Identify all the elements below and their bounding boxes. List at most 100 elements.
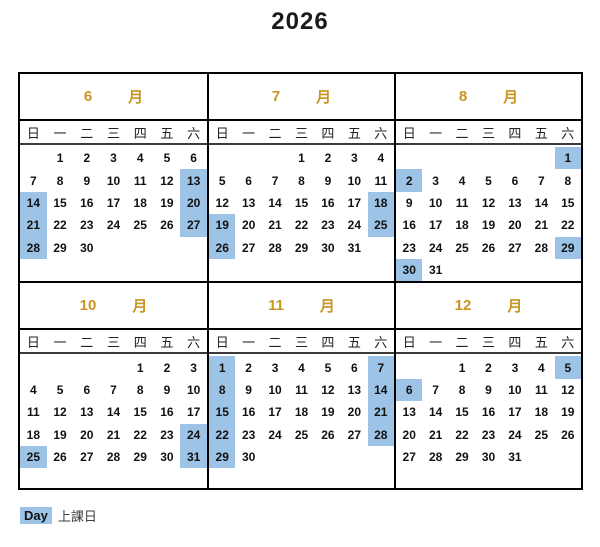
day-cell: 5: [163, 151, 171, 166]
day-cell: 23: [80, 218, 94, 233]
day-cell: 24: [508, 427, 522, 442]
day-cell: 2: [485, 360, 492, 375]
week-row: 25 26 27 28 29 30 31: [20, 445, 207, 469]
week-row: 8 9 10 11 12 13 14: [209, 378, 394, 402]
week-row: 1 2 3 4 5 6: [20, 147, 207, 169]
month-number: 7: [271, 88, 281, 105]
day-cell: 30: [481, 450, 496, 465]
day-cell: 31: [180, 445, 207, 469]
empty-day-cell: [288, 446, 314, 468]
day-cell: 14: [106, 405, 121, 420]
week-row: 18 19 20 21 22 23 24: [20, 423, 207, 446]
day-cell: 6: [83, 382, 91, 397]
week-row: 14 15 16 17 18 19 20: [20, 191, 207, 215]
weekday-label: 二: [455, 334, 469, 350]
week-row: 28 29 30: [20, 236, 207, 259]
day-cell: 30: [80, 240, 94, 255]
day-cell: 22: [561, 218, 575, 233]
month-panel-11: 11 月日一二三四五六 1 2 3 4 5 6 7 8 9 10 11 12 13 14 15 16 17 18 19 2…: [207, 281, 394, 488]
day-cell: 6: [190, 151, 197, 166]
day-cell: 19: [160, 195, 174, 210]
weekday-label: 二: [455, 125, 469, 141]
week-row: 6 7 8 9 10 11 12: [396, 378, 581, 402]
empty-day-cell: [502, 147, 528, 169]
day-cell: 12: [53, 405, 67, 420]
day-cell: 28: [20, 236, 47, 259]
day-cell: 27: [508, 240, 522, 255]
day-cell: 22: [455, 427, 469, 442]
day-cell: 28: [534, 240, 549, 255]
day-cell: 17: [268, 405, 282, 420]
weekday-label: 四: [321, 334, 335, 350]
month-suffix: 月: [319, 298, 335, 316]
legend-label: 上課日: [57, 509, 97, 524]
day-cell: 12: [321, 382, 335, 397]
empty-day-cell: [262, 446, 288, 468]
day-cell: 7: [271, 173, 279, 188]
day-cell: 11: [455, 195, 469, 210]
day-cell: 21: [268, 218, 282, 233]
weekday-label: 二: [80, 125, 94, 141]
empty-day-cell: [341, 446, 367, 468]
day-cell: 26: [561, 427, 575, 442]
weekday-label: 四: [133, 334, 147, 350]
month-panel-10: 10 月日一二三四五六 1 2 3 4 5 6 7 8 9 10 11 12 13 14 15 16 17 18 19 2…: [20, 281, 207, 488]
empty-day-cell: [396, 147, 422, 169]
weekday-header-row: 日一二三四五六: [396, 330, 581, 355]
day-cell: 30: [160, 450, 174, 465]
day-cell: 15: [561, 195, 575, 210]
empty-day-cell: [422, 147, 448, 169]
day-cell: 19: [561, 405, 575, 420]
day-cell: 20: [241, 218, 256, 233]
day-cell: 11: [535, 382, 548, 397]
day-cell: 10: [268, 382, 282, 397]
day-cell: 11: [295, 382, 308, 397]
weekday-label: 五: [160, 125, 174, 141]
day-cell: 20: [402, 427, 416, 442]
day-cell: 11: [374, 173, 388, 188]
day-cell: 15: [53, 195, 67, 210]
day-cell: 16: [481, 405, 496, 420]
month-header: 12 月: [396, 283, 581, 331]
day-cell: 21: [106, 427, 121, 442]
day-cell: 30: [321, 240, 335, 255]
empty-day-cell: [528, 446, 554, 468]
weekday-label: 六: [374, 125, 388, 141]
day-cell: 15: [133, 405, 147, 420]
empty-day-cell: [528, 147, 554, 169]
day-cell: 23: [402, 240, 416, 255]
day-cell: 8: [136, 382, 144, 397]
month-panel-8: 8 月日一二三四五六 1 2 3 4 5 6 7 8 9 10 11 12 13 14 15 16 17 18 19 20…: [394, 74, 581, 282]
day-cell: 24: [106, 218, 121, 233]
empty-day-cell: [368, 446, 394, 468]
day-cell: 23: [241, 427, 256, 442]
day-cell: 5: [485, 173, 492, 188]
day-cell: 18: [26, 427, 41, 442]
day-cell: 5: [554, 356, 581, 379]
day-cell: 16: [402, 218, 416, 233]
week-row: 21 22 23 24 25 26 27: [20, 214, 207, 237]
day-cell: 1: [298, 151, 305, 166]
weekday-label: 一: [429, 125, 443, 141]
weekday-label: 一: [242, 334, 256, 350]
day-cell: 15: [455, 405, 469, 420]
day-cell: 8: [209, 378, 236, 402]
day-cell: 8: [298, 173, 305, 188]
day-cell: 23: [481, 427, 496, 442]
day-cell: 4: [136, 151, 144, 166]
day-cell: 28: [367, 423, 394, 446]
legend: Day 上課日: [20, 506, 97, 525]
day-cell: 28: [428, 450, 443, 465]
day-cell: 23: [321, 218, 335, 233]
day-cell: 30: [241, 450, 256, 465]
weekday-header-row: 日一二三四五六: [396, 121, 581, 145]
day-cell: 26: [481, 240, 496, 255]
day-cell: 16: [160, 405, 174, 420]
day-cell: 18: [455, 218, 469, 233]
week-row: 22 23 24 25 26 27 28: [209, 423, 394, 446]
calendar-grid: 6 月日一二三四五六 1 2 3 4 5 6 7 8 9 10 11 12 13 14 15 16 17 18 19 20…: [18, 72, 583, 490]
weekday-label: 一: [53, 334, 67, 350]
day-cell: 17: [428, 218, 443, 233]
